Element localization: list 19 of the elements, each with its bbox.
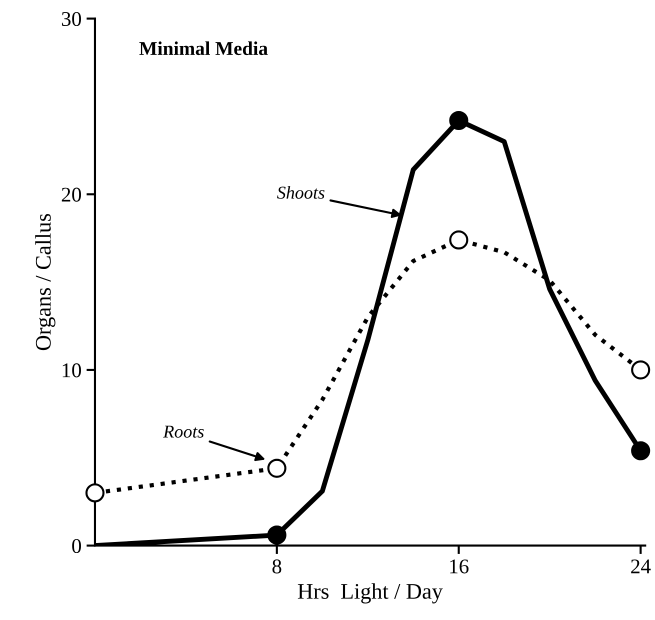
y-tick-label: 10	[62, 363, 81, 378]
point	[85, 483, 105, 502]
point	[631, 360, 650, 380]
x-tick-label: 8	[272, 559, 282, 574]
point	[449, 110, 468, 130]
point	[631, 441, 650, 460]
point	[449, 230, 468, 250]
point	[267, 458, 286, 478]
x-tick-label: 24	[631, 559, 651, 574]
y-tick-label: 20	[62, 188, 81, 202]
annotation: Shoots	[277, 186, 324, 199]
x-axis-title: Hrs Light / Day	[298, 583, 443, 604]
y-axis-title: Organs / Callus	[35, 214, 56, 350]
y-tick-label: 30	[62, 12, 81, 26]
text: Minimal Media	[139, 41, 268, 56]
y-tick-label: 0	[72, 538, 81, 554]
x-tick-label: 16	[450, 559, 469, 574]
annotation: Roots	[163, 426, 204, 438]
point	[267, 526, 286, 545]
